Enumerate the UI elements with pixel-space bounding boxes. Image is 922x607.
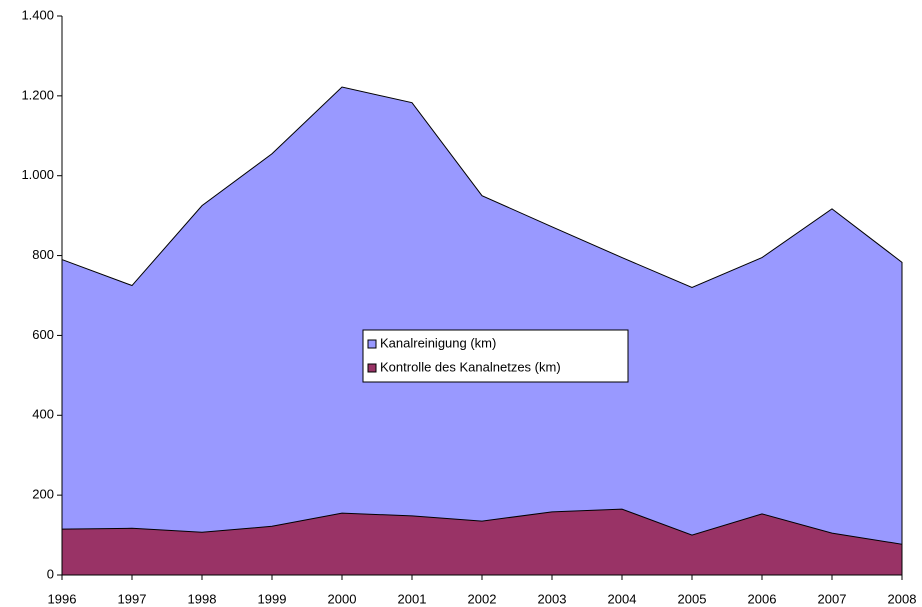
y-tick-label: 0 <box>47 566 54 581</box>
legend-swatch <box>367 339 377 349</box>
x-tick-label: 2002 <box>468 591 497 606</box>
y-tick-label: 600 <box>32 327 54 342</box>
x-tick-label: 2003 <box>538 591 567 606</box>
legend-label: Kontrolle des Kanalnetzes (km) <box>380 359 561 374</box>
x-tick-label: 1999 <box>258 591 287 606</box>
x-tick-label: 1997 <box>118 591 147 606</box>
area <box>61 508 903 576</box>
legend-box <box>362 329 629 383</box>
x-tick-label: 2008 <box>888 591 917 606</box>
y-tick-label: 800 <box>32 247 54 262</box>
x-tick-label: 2001 <box>398 591 427 606</box>
x-tick-label: 2004 <box>608 591 637 606</box>
y-tick-label: 1.000 <box>21 167 54 182</box>
y-tick-label: 400 <box>32 407 54 422</box>
x-tick-label: 2007 <box>818 591 847 606</box>
legend-label: Kanalreinigung (km) <box>380 335 496 350</box>
x-tick-label: 2005 <box>678 591 707 606</box>
y-tick-label: 200 <box>32 487 54 502</box>
x-tick-label: 2000 <box>328 591 357 606</box>
legend-swatch <box>367 363 377 373</box>
x-tick-label: 1998 <box>188 591 217 606</box>
x-tick-label: 2006 <box>748 591 777 606</box>
x-tick-label: 1996 <box>48 591 77 606</box>
y-tick-label: 1.200 <box>21 87 54 102</box>
y-tick-label: 1.400 <box>21 7 54 22</box>
